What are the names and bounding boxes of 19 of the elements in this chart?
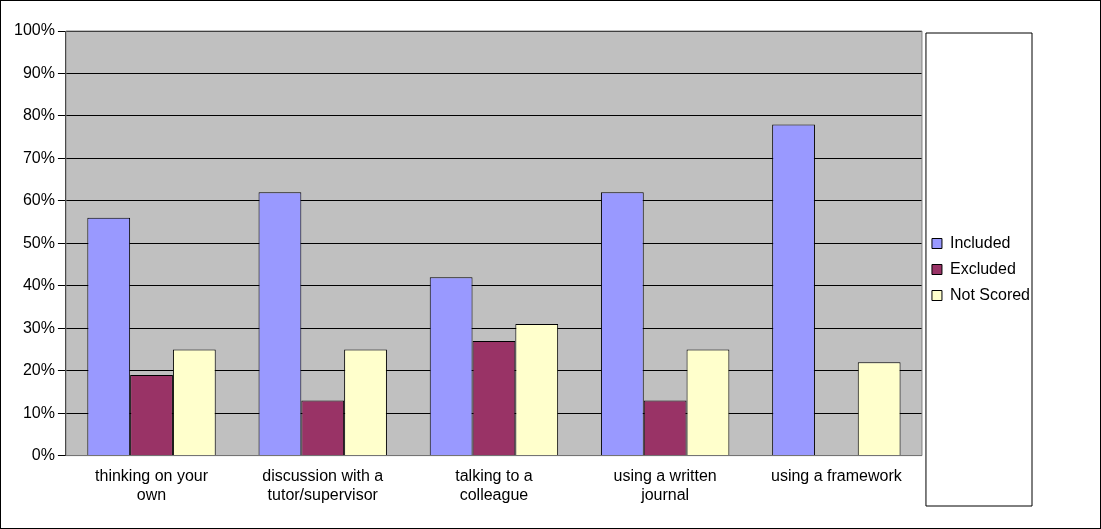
legend-label: Included xyxy=(949,233,1011,251)
y-tick-label: 0% xyxy=(31,446,55,464)
legend-label: Not Scored xyxy=(949,285,1031,303)
y-tick-label: 80% xyxy=(22,106,55,124)
x-tick-label: thinking on your own xyxy=(95,466,209,503)
y-tick-label: 60% xyxy=(22,191,55,209)
y-tick-label: 90% xyxy=(22,63,55,81)
y-tick-label: 40% xyxy=(22,276,55,294)
y-tick-label: 100% xyxy=(14,21,55,39)
x-tick-label: using a framework xyxy=(771,466,903,484)
y-tick-label: 50% xyxy=(22,233,55,251)
x-tick-label: talking to a colleague xyxy=(455,466,533,503)
x-tick-label: discussion with a tutor/supervisor xyxy=(262,466,384,503)
y-tick-label: 70% xyxy=(22,148,55,166)
y-tick-label: 10% xyxy=(22,403,55,421)
x-tick-label: using a written journal xyxy=(613,466,717,503)
y-tick-label: 20% xyxy=(22,361,55,379)
legend-label: Excluded xyxy=(949,259,1016,277)
y-tick-label: 30% xyxy=(22,318,55,336)
